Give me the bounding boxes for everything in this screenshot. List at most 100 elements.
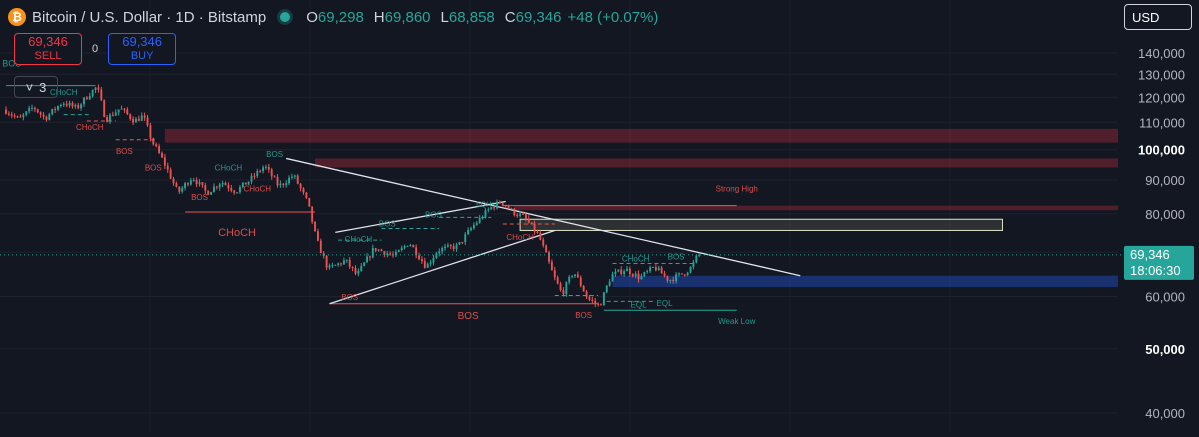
annotation-label: BOS [145, 164, 162, 173]
candle-body [455, 244, 458, 250]
candle-body [106, 117, 109, 122]
candle-body [363, 262, 366, 266]
candle-body [253, 175, 256, 177]
candle-body [100, 89, 103, 101]
y-tick-label: 100,000 [1138, 143, 1185, 158]
candle-body [498, 201, 501, 204]
strong-high-zone [514, 205, 1118, 211]
candle-body [132, 118, 135, 123]
buy-button[interactable]: 69,346 BUY [108, 33, 177, 65]
candle-body [458, 242, 461, 245]
candle-body [267, 166, 270, 170]
price-tag-countdown: 18:06:30 [1130, 263, 1181, 278]
candle-body [328, 265, 331, 268]
candle-body [210, 192, 213, 195]
open-value: 69,298 [317, 8, 364, 26]
candle-body [83, 97, 85, 105]
candle-body [643, 272, 646, 277]
candle-body [536, 231, 539, 233]
candle-body [420, 259, 423, 262]
candle-body [646, 271, 649, 273]
candle-body [114, 112, 117, 116]
annotation-label: BOS [458, 311, 479, 322]
low-label: L [440, 8, 449, 26]
candle-body [270, 169, 273, 177]
candle-body [103, 100, 106, 118]
candle-body [117, 109, 120, 113]
candle-body [539, 232, 542, 240]
candle-body [19, 116, 22, 118]
candle-body [149, 125, 152, 139]
candle-body [562, 290, 565, 295]
candle-body [241, 182, 244, 187]
last-price-tag: 69,346 18:06:30 [1124, 245, 1194, 280]
candle-body [392, 254, 394, 256]
candle-body [279, 183, 282, 186]
candle-body [548, 252, 550, 262]
candle-body [322, 253, 325, 256]
candle-body [80, 104, 83, 109]
candle-body [62, 103, 65, 105]
candle-body [626, 268, 628, 272]
candle-body [296, 175, 299, 184]
candle-body [524, 214, 527, 219]
candle-body [631, 274, 634, 277]
candles [5, 84, 701, 308]
sell-button[interactable]: 69,346 SELL [14, 33, 82, 65]
candle-body [588, 296, 591, 300]
wedge-upper-line [335, 200, 506, 233]
annotation-label: BOS [379, 220, 396, 229]
candle-body [10, 114, 13, 116]
close-label: C [504, 8, 516, 26]
candle-body [192, 180, 195, 182]
candle-body [262, 167, 264, 172]
trade-panel: 69,346 SELL 0 69,346 BUY [14, 33, 177, 65]
candle-body [686, 272, 689, 275]
annotation-label: CHoCH [218, 227, 256, 239]
high-value: 69,860 [384, 8, 431, 26]
high-label: H [373, 8, 385, 26]
candle-body [683, 274, 686, 276]
indicators-toggle-button[interactable]: ˅ 3 [14, 76, 58, 98]
candle-body [501, 203, 504, 205]
candle-body [452, 246, 455, 250]
annotation-label: CHoCH [244, 184, 272, 193]
candle-body [446, 245, 449, 247]
candle-body [542, 239, 545, 246]
annotation-label: BOS [266, 150, 283, 159]
candle-body [48, 114, 51, 120]
trendlines [286, 157, 801, 305]
candle-body [470, 228, 472, 231]
candle-body [213, 186, 215, 193]
candle-body [490, 207, 493, 210]
candle-body [576, 274, 579, 278]
ohlc-open: O69,298 [302, 9, 364, 26]
candle-body [91, 89, 94, 97]
candle-body [68, 102, 71, 106]
candle-body [418, 255, 420, 260]
candle-body [207, 190, 210, 195]
price-tag-background [1124, 245, 1194, 280]
close-value: 69,346 [515, 8, 562, 26]
market-open-icon [280, 12, 291, 22]
candle-body [348, 259, 351, 267]
candle-body [533, 223, 536, 232]
candle-body [74, 104, 77, 107]
currency-select[interactable]: USD [1124, 4, 1192, 30]
supply-zone-upper [164, 128, 1118, 143]
candle-body [444, 246, 446, 249]
candle-body [259, 170, 262, 172]
candle-body [371, 247, 374, 258]
candle-body [597, 303, 600, 305]
candle-body [493, 207, 496, 209]
candle-body [400, 247, 403, 251]
symbol-title[interactable]: Bitcoin / U.S. Dollar · 1D · Bitstamp [32, 8, 267, 26]
candle-body [377, 249, 380, 251]
candle-body [337, 263, 340, 265]
candle-body [620, 269, 623, 274]
candle-body [140, 115, 143, 121]
candle-body [282, 183, 285, 185]
candle-body [397, 250, 400, 252]
